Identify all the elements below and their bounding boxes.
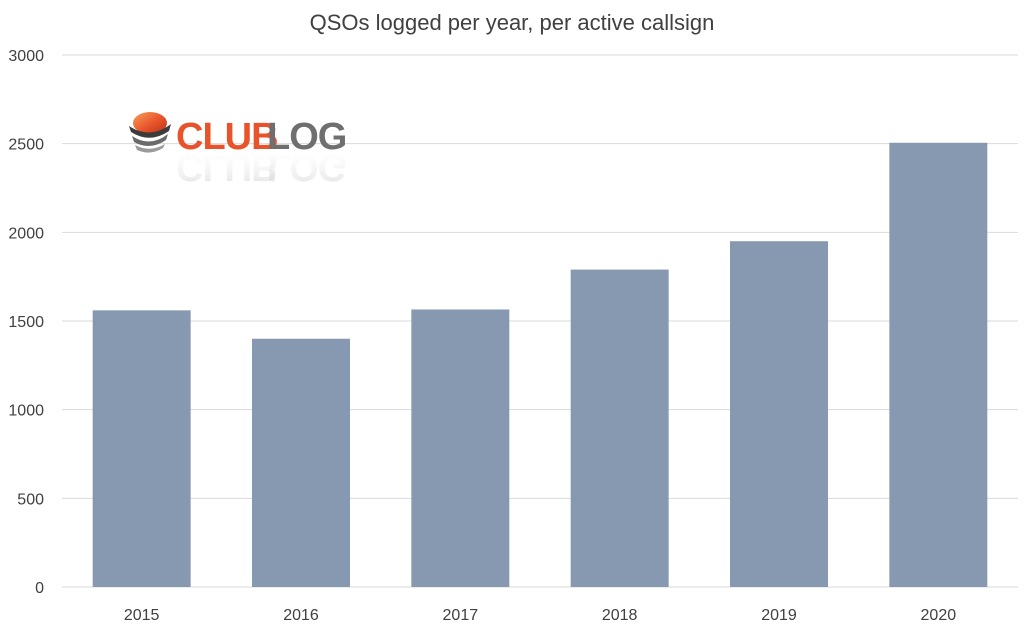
bars xyxy=(92,142,988,587)
x-tick-label: 2020 xyxy=(921,607,957,624)
y-tick-label: 0 xyxy=(35,580,44,597)
x-tick-label: 2016 xyxy=(283,607,319,624)
x-axis-ticks: 2015 2016 2017 2018 2019 2020 xyxy=(124,607,956,624)
bar-2019 xyxy=(730,241,828,587)
x-tick-label: 2018 xyxy=(602,607,638,624)
y-tick-label: 1000 xyxy=(8,403,44,420)
y-axis-ticks: 0 500 1000 1500 2000 2500 3000 xyxy=(8,48,44,597)
logo-club-text: CLUB xyxy=(176,116,278,158)
grid-lines xyxy=(62,54,1018,588)
x-tick-label: 2017 xyxy=(443,607,479,624)
chart-title: QSOs logged per year, per active callsig… xyxy=(310,10,715,35)
logo-reflection: LOG xyxy=(267,146,346,188)
clublog-logo: CLUB LOG CLUB LOG xyxy=(129,112,347,188)
x-tick-label: 2019 xyxy=(761,607,797,624)
x-tick-label: 2015 xyxy=(124,607,160,624)
logo-reflection: CLUB xyxy=(176,146,278,188)
globe-icon xyxy=(129,112,171,153)
bar-2016 xyxy=(252,338,350,587)
y-tick-label: 1500 xyxy=(8,314,44,331)
logo-log-text: LOG xyxy=(267,116,346,158)
bar-2015 xyxy=(92,310,191,587)
y-tick-label: 3000 xyxy=(8,48,44,65)
bar-2020 xyxy=(889,142,988,587)
y-tick-label: 2500 xyxy=(8,137,44,154)
bar-2018 xyxy=(570,269,669,587)
bar-2017 xyxy=(411,309,510,587)
y-tick-label: 500 xyxy=(17,491,44,508)
y-tick-label: 2000 xyxy=(8,225,44,242)
